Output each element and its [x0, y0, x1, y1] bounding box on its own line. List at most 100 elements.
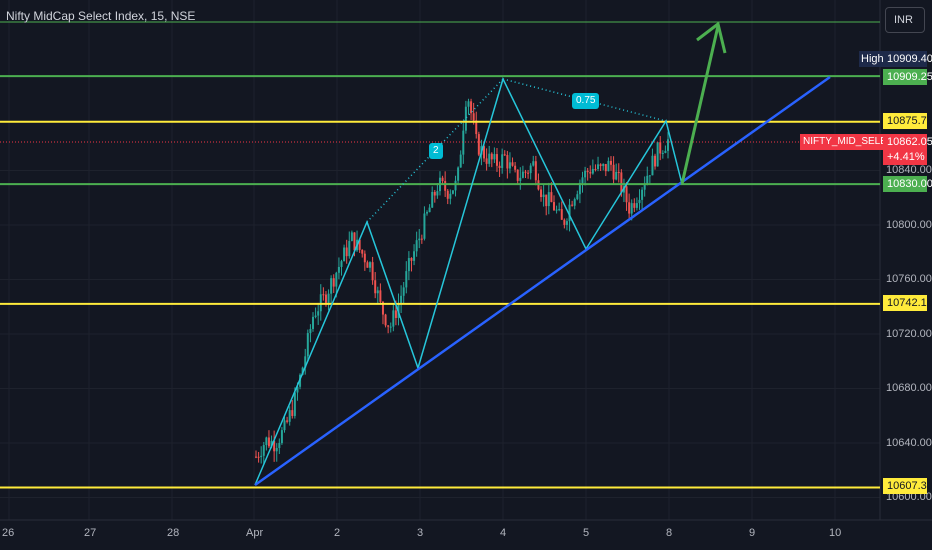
candle [449, 193, 452, 199]
candle [545, 194, 548, 207]
candle [410, 258, 413, 261]
candle [597, 164, 600, 170]
time-tick: 2 [334, 527, 341, 539]
candle [366, 262, 369, 268]
time-tick: 4 [500, 527, 507, 539]
candle [293, 392, 296, 416]
candle [651, 155, 654, 176]
candle [423, 213, 426, 239]
candle [353, 232, 356, 251]
candle [433, 191, 436, 196]
candle [511, 162, 514, 166]
candle [493, 154, 496, 160]
candle [563, 219, 566, 225]
time-tick: 10 [829, 527, 842, 539]
price-tick: 10640.00 [886, 437, 932, 449]
currency-button[interactable]: INR [885, 7, 925, 33]
price-tick: 10680.00 [886, 382, 932, 394]
candle [607, 160, 610, 172]
candle [501, 154, 504, 168]
projection-arrow[interactable] [680, 25, 720, 185]
candle [275, 448, 278, 452]
candle [514, 165, 517, 170]
candle [638, 199, 641, 204]
candle [581, 177, 584, 183]
current-price-tag: 10862.05 [883, 134, 932, 150]
candle [420, 238, 423, 240]
candle [578, 182, 581, 195]
yellow-level-tag: 10742.15 [883, 295, 932, 311]
high-value-tag: 10909.40 [883, 51, 932, 67]
candle [542, 194, 545, 198]
candle [630, 203, 633, 214]
candle [573, 199, 576, 206]
change-percent-tag: +4.41% [883, 150, 927, 165]
candle [330, 278, 333, 294]
candle [381, 301, 384, 315]
candle [436, 191, 439, 196]
candle [620, 172, 623, 193]
candle [599, 164, 602, 167]
grid [0, 0, 880, 520]
candle [547, 192, 550, 207]
time-tick: Apr [246, 527, 264, 539]
candle [470, 101, 473, 114]
candle [495, 154, 498, 166]
candle [576, 194, 579, 200]
candle [280, 430, 283, 444]
candle [661, 152, 664, 154]
candle [270, 440, 273, 447]
candle [340, 261, 343, 267]
zigzag-pattern[interactable] [254, 76, 683, 486]
candle [337, 266, 340, 273]
candle [534, 161, 537, 181]
candle [267, 437, 270, 447]
candle [628, 202, 631, 214]
candle [257, 456, 260, 458]
candle [646, 175, 649, 185]
candle [635, 203, 638, 208]
candle [506, 155, 509, 169]
candle [485, 158, 488, 164]
projection-1 [366, 78, 504, 223]
candle [407, 258, 410, 272]
time-tick: 3 [417, 527, 424, 539]
candle [374, 280, 377, 294]
candle [540, 189, 543, 198]
candle [309, 328, 312, 334]
candle [490, 153, 493, 160]
candle [260, 455, 263, 458]
candle [591, 168, 594, 174]
candle [446, 190, 449, 199]
trendline[interactable] [254, 75, 831, 487]
candle [604, 163, 607, 172]
price-tick: 10600.00 [886, 491, 932, 503]
candle [571, 204, 574, 206]
candle [589, 172, 592, 174]
candle [516, 169, 519, 181]
candle [291, 410, 294, 416]
candle [379, 290, 382, 302]
candle [560, 209, 563, 220]
candle [283, 420, 286, 431]
candle [402, 287, 405, 296]
candle [384, 314, 387, 326]
candle [565, 221, 568, 225]
symbol-tag: NIFTY_MID_SELECT [800, 134, 904, 150]
candle [552, 202, 555, 211]
candle [332, 278, 335, 287]
candle [335, 272, 338, 287]
candle [361, 249, 364, 254]
candle [477, 134, 480, 155]
time-tick: 9 [749, 527, 756, 539]
candle [286, 420, 289, 422]
pattern-ratio-label: 2 [429, 143, 443, 159]
green-level-tag: 10830.00 [883, 176, 932, 192]
candle [558, 209, 561, 211]
candle [392, 310, 395, 327]
candle [371, 262, 374, 281]
candle [343, 247, 346, 262]
high-label: High [859, 51, 884, 67]
candles [255, 98, 669, 465]
